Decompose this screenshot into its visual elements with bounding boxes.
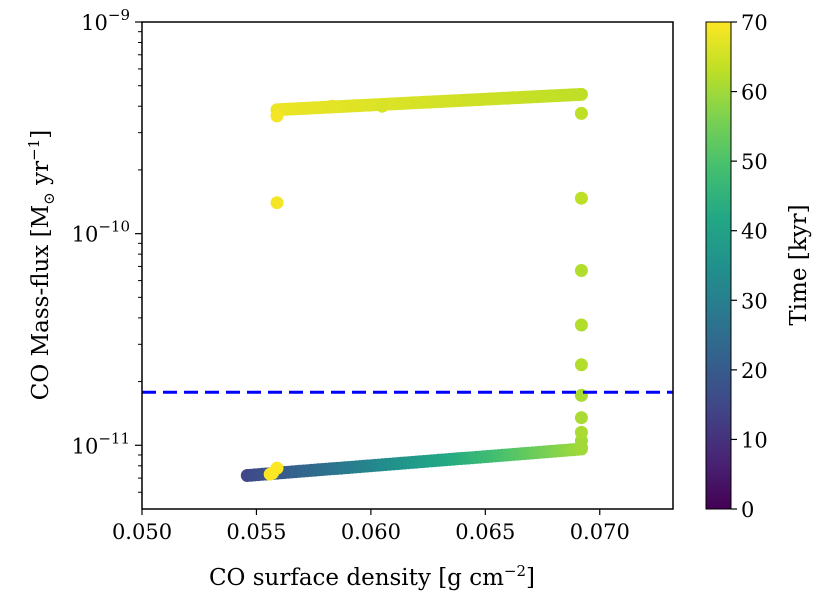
colorbar-tick-label: 0 (741, 498, 754, 522)
data-point (574, 411, 588, 425)
colorbar-label: Time [kyr] (786, 204, 812, 325)
data-point (325, 99, 339, 113)
colorbar (705, 21, 732, 510)
data-point (270, 196, 284, 210)
x-tick-label: 0.050 (112, 520, 172, 544)
y-axis-label: CO Mass-flux [M⊙ yr−1] (25, 130, 58, 400)
colorbar-tick-label: 70 (741, 11, 768, 35)
data-point (574, 191, 588, 205)
plot-frame (141, 21, 674, 510)
x-tick-label: 0.070 (570, 520, 630, 544)
data-point (263, 467, 277, 481)
data-point (574, 318, 588, 332)
data-point (574, 264, 588, 277)
x-axis-label: CO surface density [g cm−2] (209, 562, 535, 591)
data-point (375, 99, 389, 113)
x-tick-label: 0.065 (455, 520, 515, 544)
x-tick-label: 0.060 (341, 520, 401, 544)
data-point (270, 109, 284, 123)
colorbar-tick-label: 40 (741, 220, 768, 244)
y-tick-label: 10−9 (81, 6, 130, 35)
colorbar-tick-label: 30 (741, 289, 768, 313)
colorbar-tick-label: 20 (741, 359, 768, 383)
colorbar-tick-label: 50 (741, 150, 768, 174)
colorbar-ticks: 0 10 20 30 40 50 60 70 (731, 11, 768, 522)
colorbar-tick-label: 60 (741, 81, 768, 105)
data-point (574, 106, 588, 120)
data-point (574, 358, 588, 372)
y-tick-label: 10−11 (72, 429, 130, 458)
y-axis-ticks: 10−11 10−10 10−9 (72, 6, 142, 493)
x-tick-label: 0.055 (226, 520, 286, 544)
y-tick-label: 10−10 (72, 218, 130, 247)
data-point (574, 425, 588, 439)
colorbar-tick-label: 10 (741, 428, 768, 452)
x-axis-ticks: 0.050 0.055 0.060 0.065 0.070 (112, 509, 630, 544)
scatter-points (240, 87, 588, 482)
